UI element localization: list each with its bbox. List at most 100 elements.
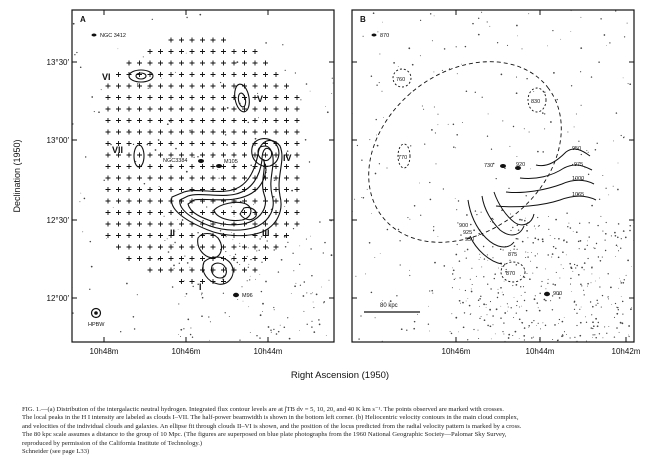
background-star: [459, 277, 461, 279]
observation-cross: [189, 129, 195, 135]
observation-cross: [221, 49, 226, 54]
background-star: [527, 237, 529, 239]
observation-cross: [158, 60, 163, 66]
background-star: [569, 337, 571, 339]
vel-label-900: 900: [459, 223, 468, 229]
vel-label-760: 760: [396, 77, 405, 83]
background-star: [80, 192, 82, 194]
background-star: [464, 250, 466, 252]
background-star: [470, 288, 472, 290]
background-star: [508, 187, 510, 190]
contour-3: [187, 159, 267, 226]
observation-cross: [158, 221, 163, 227]
background-star: [283, 326, 286, 328]
background-star: [463, 312, 466, 314]
observation-cross: [147, 152, 153, 158]
observation-cross: [137, 118, 142, 123]
background-star: [287, 241, 289, 244]
background-star: [613, 316, 616, 318]
background-star: [250, 258, 252, 261]
background-star: [580, 47, 583, 49]
observation-cross: [200, 118, 205, 123]
observation-cross: [189, 72, 195, 77]
background-star: [461, 122, 463, 124]
background-star: [239, 264, 241, 265]
background-star: [376, 134, 377, 136]
background-star: [302, 295, 305, 297]
background-star: [464, 45, 467, 48]
background-star: [555, 247, 557, 250]
background-star: [321, 286, 322, 288]
background-star: [578, 248, 580, 250]
background-star: [431, 289, 434, 292]
background-star: [209, 321, 211, 323]
background-star: [174, 241, 176, 244]
background-star: [352, 210, 353, 213]
background-star: [117, 48, 119, 50]
background-star: [413, 205, 416, 207]
background-star: [236, 61, 239, 63]
background-star: [386, 228, 389, 231]
background-star: [503, 322, 505, 324]
background-star: [180, 328, 183, 331]
background-star: [591, 314, 593, 316]
velocity-contour-lower: [469, 235, 503, 265]
background-star: [312, 301, 314, 303]
background-star: [362, 197, 365, 199]
background-star: [189, 129, 191, 132]
background-star: [608, 194, 610, 196]
background-star: [617, 188, 619, 191]
background-star: [515, 92, 518, 95]
background-star: [622, 281, 625, 284]
background-star: [464, 289, 467, 292]
background-star: [93, 111, 95, 113]
background-star: [556, 98, 558, 101]
background-star: [434, 261, 436, 264]
observation-cross: [242, 256, 247, 261]
observation-cross: [189, 164, 195, 169]
observation-cross: [189, 95, 195, 100]
background-star: [89, 240, 92, 243]
contour-inner-1: [213, 201, 252, 222]
contour-cloud-6: [128, 69, 154, 83]
background-star: [532, 272, 534, 274]
observation-cross: [263, 95, 268, 100]
observation-cross: [210, 83, 216, 89]
background-star: [580, 104, 582, 106]
background-star: [500, 305, 502, 307]
observation-cross: [231, 221, 237, 227]
observation-cross: [221, 72, 226, 77]
background-star: [509, 145, 511, 147]
background-star: [550, 300, 552, 302]
observation-cross: [263, 221, 268, 227]
observation-cross: [294, 198, 300, 204]
background-star: [500, 73, 503, 76]
observation-cross: [210, 106, 216, 112]
observation-cross: [231, 152, 237, 158]
background-star: [452, 123, 455, 126]
background-star: [600, 10, 602, 11]
observation-cross: [105, 118, 111, 123]
observation-cross: [105, 141, 111, 146]
observation-cross: [179, 244, 184, 250]
observation-cross: [147, 175, 153, 181]
background-star: [570, 31, 572, 32]
background-star: [383, 117, 384, 118]
observation-cross: [252, 95, 258, 100]
background-star: [322, 252, 324, 254]
observation-cross: [158, 256, 163, 261]
background-star: [458, 299, 461, 302]
background-star: [292, 252, 294, 254]
background-star: [572, 270, 574, 272]
observation-cross: [168, 152, 174, 158]
background-star: [506, 310, 508, 312]
background-star: [521, 48, 523, 50]
cloud-label-1: I: [199, 282, 202, 292]
observation-cross: [126, 129, 132, 135]
background-star: [324, 241, 326, 244]
background-star: [388, 34, 389, 36]
panel-b-galaxy-a: [500, 164, 506, 168]
background-star: [570, 291, 572, 292]
background-star: [473, 328, 475, 331]
background-star: [465, 300, 467, 302]
